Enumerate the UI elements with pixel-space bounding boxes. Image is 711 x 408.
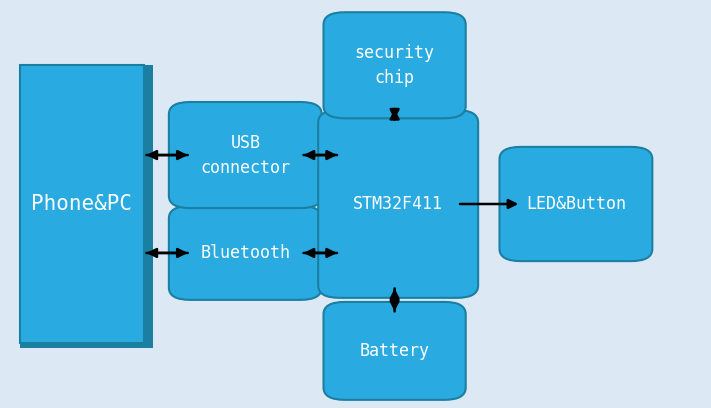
FancyBboxPatch shape: [20, 65, 144, 343]
FancyBboxPatch shape: [169, 206, 321, 300]
Text: USB
connector: USB connector: [201, 133, 290, 177]
FancyBboxPatch shape: [20, 343, 144, 348]
FancyBboxPatch shape: [319, 110, 478, 298]
Text: Phone&PC: Phone&PC: [31, 194, 132, 214]
Text: security
chip: security chip: [355, 44, 434, 87]
FancyBboxPatch shape: [169, 102, 321, 208]
FancyBboxPatch shape: [324, 302, 466, 400]
Text: STM32F411: STM32F411: [353, 195, 443, 213]
Text: Bluetooth: Bluetooth: [201, 244, 290, 262]
FancyBboxPatch shape: [499, 147, 653, 261]
FancyBboxPatch shape: [324, 12, 466, 118]
Text: LED&Button: LED&Button: [526, 195, 626, 213]
Text: Battery: Battery: [360, 342, 429, 360]
FancyBboxPatch shape: [144, 65, 153, 348]
